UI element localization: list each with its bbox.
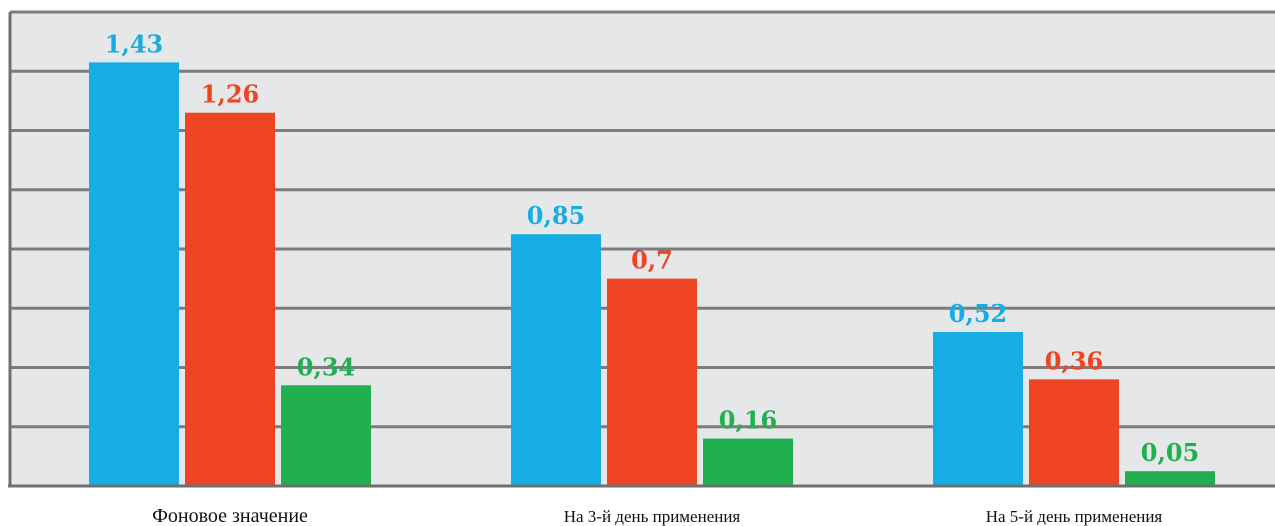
value-label-2-2: 0,7 bbox=[631, 246, 673, 275]
bar-3-3 bbox=[1125, 471, 1215, 486]
category-label-1: Фоновое значение bbox=[152, 505, 308, 526]
value-label-3-3: 0,05 bbox=[1141, 438, 1199, 467]
value-label-2-1: 0,85 bbox=[527, 201, 585, 230]
bar-2-1 bbox=[511, 234, 601, 486]
value-label-1-2: 1,26 bbox=[201, 80, 259, 109]
bar-3-1 bbox=[933, 331, 1023, 486]
category-label-2: На 3-й день применения bbox=[564, 507, 741, 526]
value-label-3-1: 0,52 bbox=[949, 299, 1007, 328]
bar-3-2 bbox=[1029, 379, 1119, 486]
value-label-3-2: 0,36 bbox=[1045, 346, 1103, 375]
value-label-1-3: 0,34 bbox=[297, 352, 355, 381]
bar-1-2 bbox=[185, 112, 275, 486]
category-labels: Фоновое значение На 3-й день применения На… bbox=[152, 505, 1162, 526]
category-label-3: На 5-й день применения bbox=[986, 507, 1163, 526]
bar-2-3 bbox=[703, 438, 793, 486]
bars bbox=[89, 62, 1215, 487]
bar-1-1 bbox=[89, 62, 179, 487]
value-labels: 1,43 1,26 0,34 0,85 0,7 0,16 0,52 0,36 0,05 bbox=[105, 29, 1199, 467]
value-label-2-3: 0,16 bbox=[719, 406, 777, 435]
bar-1-3 bbox=[281, 385, 371, 486]
bar-2-2 bbox=[607, 278, 697, 486]
value-label-1-1: 1,43 bbox=[105, 29, 163, 58]
